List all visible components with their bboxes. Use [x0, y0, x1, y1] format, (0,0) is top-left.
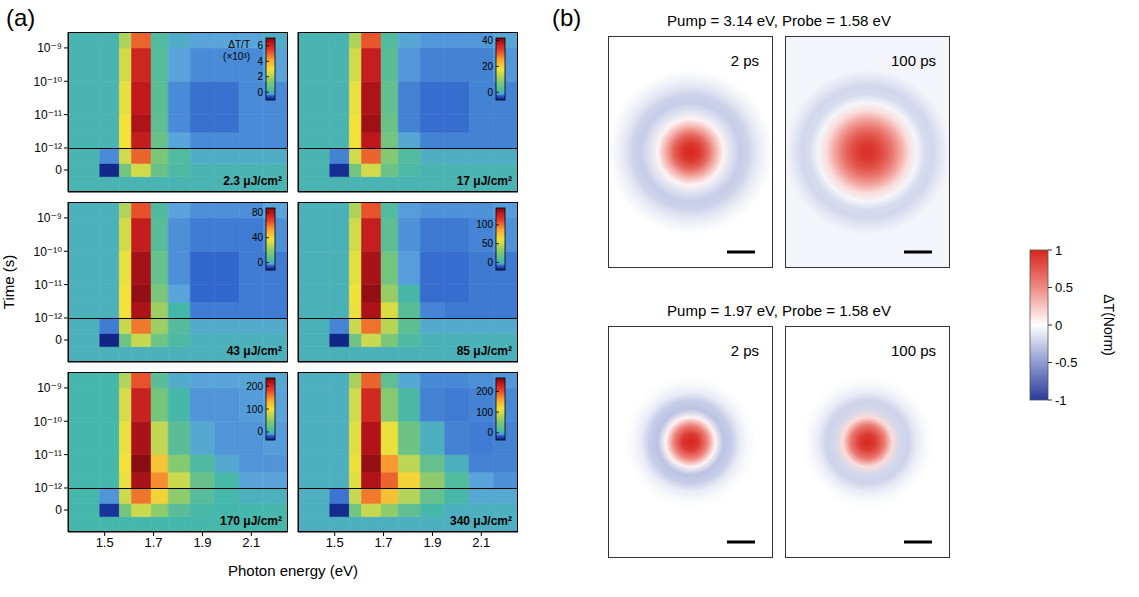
svg-text:0: 0: [257, 257, 263, 268]
svg-text:-1: -1: [1055, 393, 1067, 408]
svg-text:0.5: 0.5: [1055, 280, 1073, 295]
svg-text:6: 6: [257, 40, 263, 51]
svg-text:100: 100: [476, 407, 493, 418]
svg-text:100: 100: [476, 219, 493, 230]
svg-text:10⁻⁹: 10⁻⁹: [37, 381, 62, 395]
svg-text:0: 0: [55, 163, 62, 177]
svg-text:4: 4: [257, 56, 263, 67]
svg-text:0: 0: [1055, 318, 1062, 333]
svg-text:2 ps: 2 ps: [731, 52, 759, 69]
svg-text:0: 0: [487, 257, 493, 268]
svg-text:1: 1: [1055, 243, 1062, 258]
svg-text:1.5: 1.5: [326, 535, 344, 550]
svg-text:40: 40: [482, 35, 494, 46]
svg-text:2.3 μJ/cm²: 2.3 μJ/cm²: [223, 174, 282, 188]
svg-text:0: 0: [487, 87, 493, 98]
svg-text:10⁻¹⁰: 10⁻¹⁰: [34, 75, 63, 89]
svg-text:2.1: 2.1: [472, 535, 490, 550]
svg-text:10⁻¹¹: 10⁻¹¹: [34, 278, 62, 292]
svg-text:(×10³): (×10³): [223, 51, 250, 62]
svg-text:50: 50: [482, 238, 494, 249]
svg-text:340 μJ/cm²: 340 μJ/cm²: [450, 514, 512, 528]
svg-text:Pump = 3.14 eV, Probe = 1.58 e: Pump = 3.14 eV, Probe = 1.58 eV: [667, 12, 891, 29]
svg-text:1.7: 1.7: [145, 535, 163, 550]
svg-text:100 ps: 100 ps: [891, 342, 936, 359]
svg-text:10⁻¹²: 10⁻¹²: [34, 311, 62, 325]
svg-text:17 μJ/cm²: 17 μJ/cm²: [457, 174, 512, 188]
svg-text:0: 0: [487, 427, 493, 438]
svg-text:43 μJ/cm²: 43 μJ/cm²: [227, 344, 282, 358]
svg-text:0: 0: [257, 426, 263, 437]
svg-text:10⁻⁹: 10⁻⁹: [37, 41, 62, 55]
svg-text:1.7: 1.7: [375, 535, 393, 550]
svg-text:Photon energy (eV): Photon energy (eV): [228, 562, 358, 579]
svg-text:2: 2: [257, 71, 263, 82]
svg-text:10⁻¹⁰: 10⁻¹⁰: [34, 415, 63, 429]
svg-text:170 μJ/cm²: 170 μJ/cm²: [220, 514, 282, 528]
svg-text:100 ps: 100 ps: [891, 52, 936, 69]
svg-text:10⁻⁹: 10⁻⁹: [37, 211, 62, 225]
svg-text:0: 0: [257, 87, 263, 98]
svg-text:10⁻¹⁰: 10⁻¹⁰: [34, 245, 63, 259]
svg-text:200: 200: [476, 386, 493, 397]
svg-text:ΔT(Norm): ΔT(Norm): [1101, 294, 1117, 355]
svg-text:-0.5: -0.5: [1055, 355, 1077, 370]
svg-text:10⁻¹¹: 10⁻¹¹: [34, 448, 62, 462]
svg-text:1.5: 1.5: [96, 535, 114, 550]
svg-text:1.9: 1.9: [423, 535, 441, 550]
svg-text:Time (s): Time (s): [0, 255, 17, 309]
svg-text:2 ps: 2 ps: [731, 342, 759, 359]
svg-text:10⁻¹¹: 10⁻¹¹: [34, 108, 62, 122]
svg-text:0: 0: [55, 333, 62, 347]
svg-text:10⁻¹²: 10⁻¹²: [34, 141, 62, 155]
svg-text:(a): (a): [6, 4, 35, 31]
svg-text:(b): (b): [552, 4, 581, 31]
svg-text:2.1: 2.1: [242, 535, 260, 550]
svg-text:10⁻¹²: 10⁻¹²: [34, 481, 62, 495]
svg-text:85 μJ/cm²: 85 μJ/cm²: [457, 344, 512, 358]
svg-text:0: 0: [55, 503, 62, 517]
svg-text:100: 100: [246, 404, 263, 415]
svg-text:1.9: 1.9: [193, 535, 211, 550]
svg-text:20: 20: [482, 61, 494, 72]
svg-text:ΔT/T: ΔT/T: [228, 39, 250, 50]
svg-text:200: 200: [246, 381, 263, 392]
svg-text:Pump = 1.97 eV, Probe = 1.58 e: Pump = 1.97 eV, Probe = 1.58 eV: [667, 302, 891, 319]
svg-text:80: 80: [252, 207, 264, 218]
svg-text:40: 40: [252, 232, 264, 243]
